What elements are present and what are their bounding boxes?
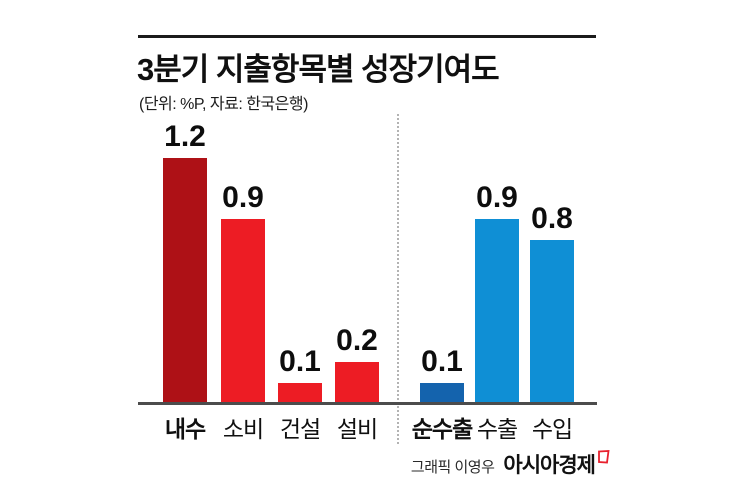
bar-column-sobi: 0.9 <box>208 183 278 403</box>
chart-unit-source-note: (단위: %P, 자료: 한국은행) <box>139 96 308 113</box>
brand-logotype: 아시아경제 <box>503 454 596 477</box>
value-label: 0.8 <box>531 202 573 235</box>
brand-mark-icon <box>598 450 610 464</box>
bar-column-naesu: 1.2 <box>150 122 220 403</box>
graphic-credit: 그래픽 이영우 <box>410 459 495 476</box>
top-rule <box>138 35 596 38</box>
bar-column-seolbi: 0.2 <box>322 326 392 403</box>
group-divider-dotted-line <box>397 114 399 444</box>
value-label: 0.9 <box>476 181 518 214</box>
x-label-seolbi: 설비 <box>336 416 378 442</box>
x-label-geonseol: 건설 <box>279 416 321 442</box>
x-label-sunsuchul: 순수출 <box>411 416 473 442</box>
bar-seolbi <box>335 362 379 403</box>
value-label: 0.9 <box>222 181 264 214</box>
value-label: 0.2 <box>336 324 378 357</box>
bar-suip <box>530 240 574 403</box>
bar-column-geonseol: 0.1 <box>265 347 335 403</box>
bar-column-sunsuchul: 0.1 <box>407 347 477 403</box>
x-label-suchul: 수출 <box>476 416 518 442</box>
bar-suchul <box>475 219 519 403</box>
x-label-naesu: 내수 <box>164 416 206 442</box>
footer: 그래픽 이영우 아시아경제 <box>250 449 610 479</box>
value-label: 1.2 <box>164 120 206 153</box>
bar-column-suchul: 0.9 <box>462 183 532 403</box>
bar-column-suip: 0.8 <box>517 204 587 403</box>
bar-naesu <box>163 158 207 403</box>
x-axis-baseline <box>138 402 597 405</box>
chart-title: 3분기 지출항목별 성장기여도 <box>137 52 500 87</box>
bar-geonseol <box>278 383 322 403</box>
value-label: 0.1 <box>279 345 321 378</box>
x-label-sobi: 소비 <box>222 416 264 442</box>
value-label: 0.1 <box>421 345 463 378</box>
bar-sunsuchul <box>420 383 464 403</box>
bar-sobi <box>221 219 265 403</box>
x-label-suip: 수입 <box>531 416 573 442</box>
